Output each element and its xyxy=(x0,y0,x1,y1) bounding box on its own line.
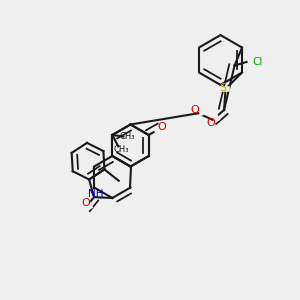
Text: Cl: Cl xyxy=(252,57,262,67)
Text: O: O xyxy=(206,118,215,128)
Text: O: O xyxy=(81,198,90,208)
Text: NH: NH xyxy=(88,189,103,199)
Text: S: S xyxy=(219,83,226,93)
Text: O: O xyxy=(190,105,199,115)
Text: CH₃: CH₃ xyxy=(120,132,135,141)
Text: CH₃: CH₃ xyxy=(114,145,129,154)
Text: O: O xyxy=(158,122,167,132)
